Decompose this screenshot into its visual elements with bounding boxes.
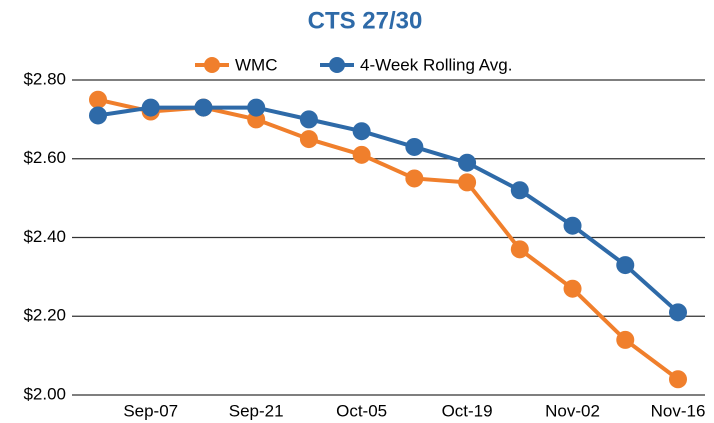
legend-label: 4-Week Rolling Avg. <box>360 55 512 74</box>
data-point <box>89 90 107 109</box>
x-tick-label: Sep-21 <box>229 401 284 420</box>
x-tick-label: Oct-19 <box>442 401 493 420</box>
data-point <box>194 98 213 117</box>
data-point <box>510 181 529 200</box>
x-tick-label: Nov-16 <box>651 401 706 420</box>
data-point <box>141 98 160 117</box>
legend-marker <box>329 57 345 73</box>
data-point <box>352 122 371 141</box>
data-point <box>299 130 318 149</box>
legend-label: WMC <box>235 55 277 74</box>
y-tick-label: $2.20 <box>23 306 66 325</box>
data-point <box>299 110 318 129</box>
series-line <box>97 105 680 314</box>
data-point <box>405 137 424 156</box>
y-tick-label: $2.60 <box>23 148 66 167</box>
y-tick-label: $2.40 <box>23 227 66 246</box>
chart-title: CTS 27/30 <box>308 7 423 34</box>
data-point <box>563 279 582 298</box>
data-point <box>563 216 582 235</box>
y-tick-label: $2.80 <box>23 69 66 88</box>
data-point <box>669 303 687 322</box>
data-point <box>616 330 635 349</box>
data-point <box>669 370 687 389</box>
x-tick-label: Oct-05 <box>336 401 387 420</box>
x-tick-label: Nov-02 <box>545 401 600 420</box>
data-point <box>247 98 266 117</box>
data-point <box>89 106 107 125</box>
data-point <box>352 145 371 164</box>
data-point <box>458 153 477 172</box>
data-point <box>510 240 529 259</box>
legend-marker <box>204 57 220 73</box>
y-tick-label: $2.00 <box>23 384 66 403</box>
x-tick-label: Sep-07 <box>123 401 178 420</box>
data-point <box>405 169 424 188</box>
data-point <box>458 173 477 192</box>
data-point <box>616 256 635 275</box>
